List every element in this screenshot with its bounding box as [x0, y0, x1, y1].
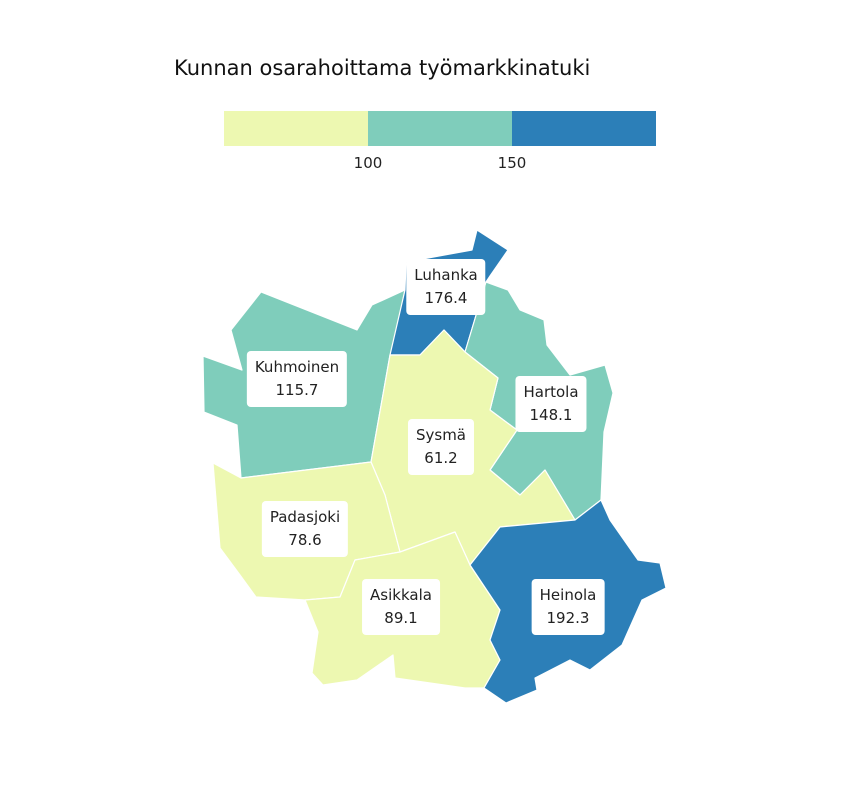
- label-asikkala: Asikkala 89.1: [362, 579, 440, 635]
- legend-tick-150: 150: [497, 154, 527, 172]
- label-kuhmoinen: Kuhmoinen 115.7: [246, 351, 348, 407]
- label-padasjoki: Padasjoki 78.6: [261, 501, 349, 557]
- legend-tick-100: 100: [353, 154, 383, 172]
- label-heinola: Heinola 192.3: [531, 579, 605, 635]
- legend-bin-high: [512, 111, 656, 146]
- label-hartola-name: Hartola: [523, 383, 579, 401]
- label-asikkala-name: Asikkala: [370, 586, 432, 604]
- label-heinola-value: 192.3: [546, 609, 590, 627]
- label-kuhmoinen-value: 115.7: [275, 381, 319, 399]
- legend-bin-mid: [368, 111, 512, 146]
- label-sysma-value: 61.2: [424, 449, 458, 467]
- label-padasjoki-value: 78.6: [288, 531, 322, 549]
- label-sysma: Sysmä 61.2: [407, 419, 475, 475]
- label-luhanka: Luhanka 176.4: [406, 259, 486, 315]
- label-heinola-name: Heinola: [539, 586, 597, 604]
- legend-bin-low: [224, 111, 368, 146]
- label-asikkala-value: 89.1: [384, 609, 418, 627]
- legend: [224, 111, 656, 146]
- label-luhanka-name: Luhanka: [414, 266, 478, 284]
- label-hartola: Hartola 148.1: [515, 376, 587, 432]
- label-luhanka-value: 176.4: [424, 289, 468, 307]
- map-title: Kunnan osarahoittama työmarkkinatuki: [174, 56, 591, 80]
- label-kuhmoinen-name: Kuhmoinen: [254, 358, 340, 376]
- label-sysma-name: Sysmä: [415, 426, 467, 444]
- label-hartola-value: 148.1: [529, 406, 573, 424]
- label-padasjoki-name: Padasjoki: [269, 508, 341, 526]
